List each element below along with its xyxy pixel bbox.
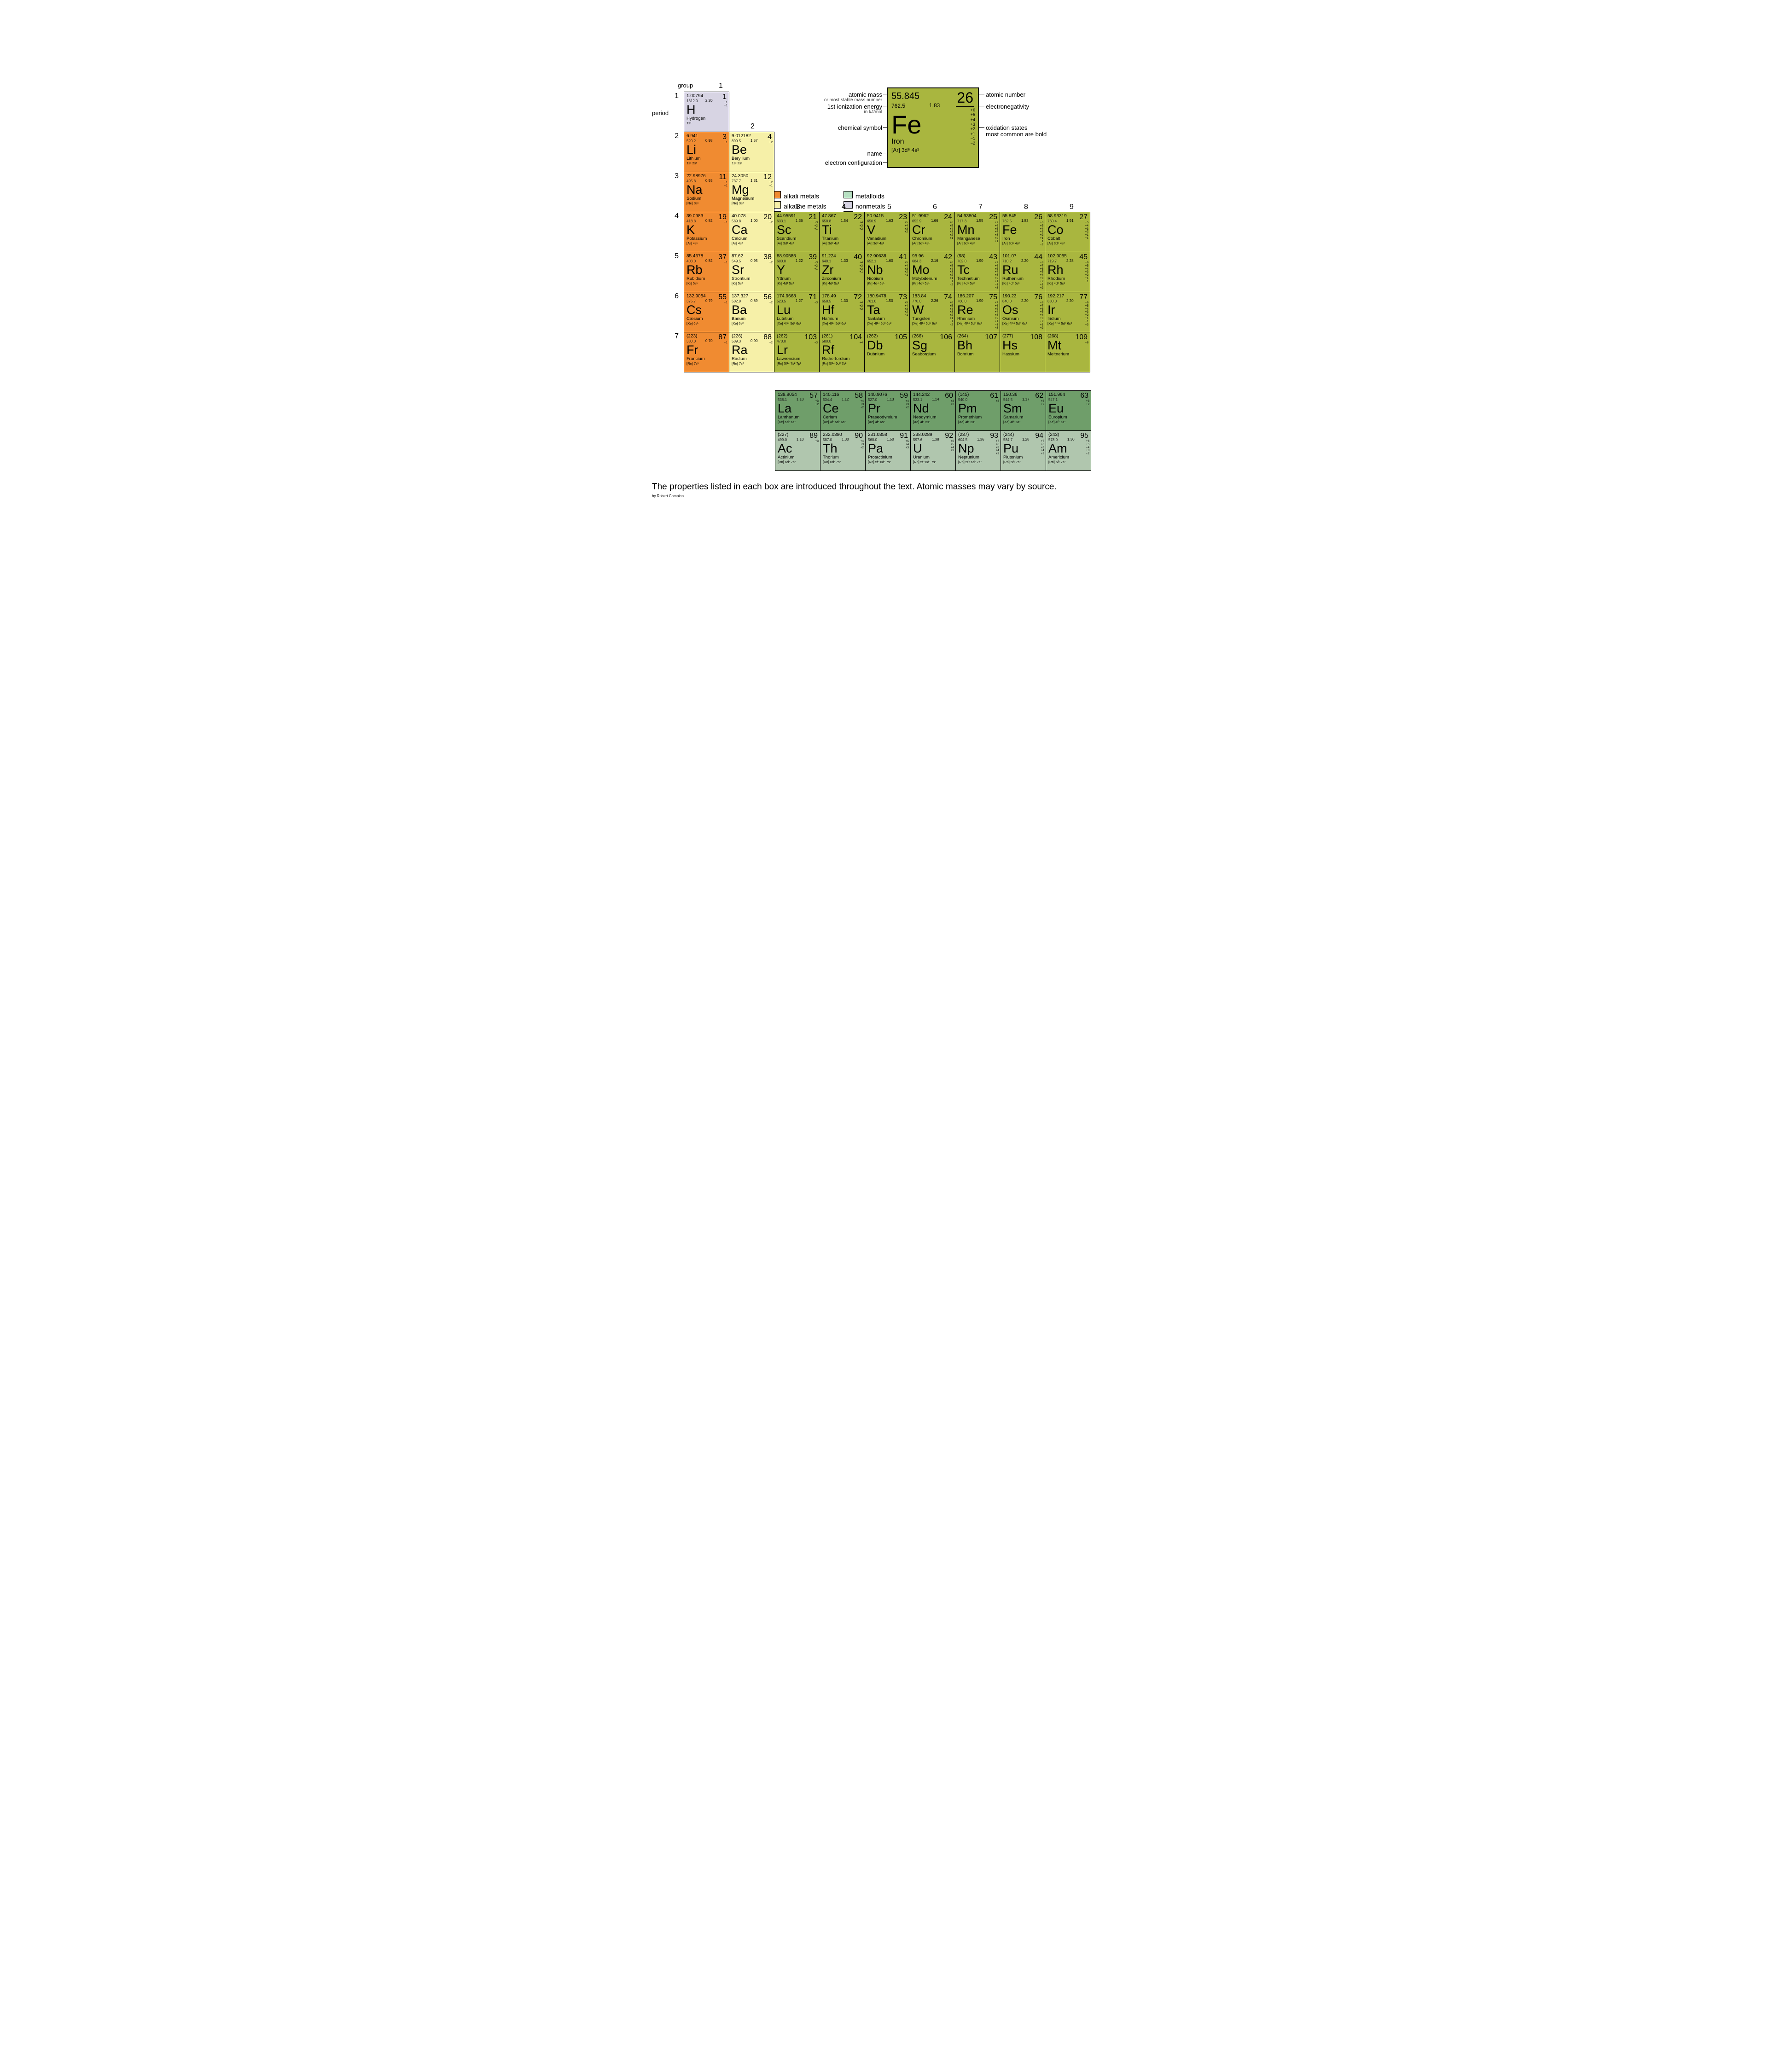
element-Co: 58.93319 27 760.41.91 Co Cobalt [Ar] 3d⁷… [1045, 212, 1090, 252]
element-H: 1.00794 1 1312.02.20 H Hydrogen 1s¹ +1−1 [684, 92, 729, 132]
element-K: 39.0983 19 418.80.82 K Potassium [Ar] 4s… [684, 212, 729, 252]
element-Np: (237) 93 604.51.36 Np Neptunium [Rn] 5f⁴… [955, 430, 1001, 471]
element-Zr: 91.224 40 640.11.33 Zr Zirconium [Kr] 4d… [819, 252, 865, 292]
element-Nb: 92.90638 41 652.11.60 Nb Niobium [Kr] 4d… [864, 252, 910, 292]
element-Li: 6.941 3 520.20.98 Li Lithium 1s² 2s¹ +1 [684, 132, 729, 172]
element-Na: 22.98976 11 495.80.93 Na Sodium [Ne] 3s¹… [684, 172, 729, 212]
element-Sg: (266) 106 Sg Seaborgium [909, 332, 955, 372]
period-label: 4 [675, 212, 679, 221]
element-Rf: (261) 104 580.0 Rf Rutherfordium [Rn] 5f… [819, 332, 865, 372]
element-Ca: 40.078 20 589.81.00 Ca Calcium [Ar] 4s² … [729, 212, 774, 252]
element-Cr: 51.9962 24 652.91.66 Cr Chromium [Ar] 3d… [909, 212, 955, 252]
element-Re: 186.207 75 760.01.90 Re Rhenium [Xe] 4f¹… [954, 292, 1000, 332]
element-Mt: (268) 109 Mt Meitnerium +8 [1045, 332, 1090, 372]
element-Mn: 54.93804 25 717.31.55 Mn Manganese [Ar] … [954, 212, 1000, 252]
credit: by Robert Campion [652, 494, 1140, 498]
element-Hs: (277) 108 Hs Hassium [1000, 332, 1045, 372]
element-Pm: (145) 61 540.0 Pm Promethium [Xe] 4f⁵ 6s… [955, 390, 1001, 431]
element-Sr: 87.62 38 549.50.95 Sr Strontium [Kr] 5s²… [729, 252, 774, 292]
period-label: 2 [675, 132, 679, 140]
element-Fe: 55.845 26 762.51.83 Fe Iron [Ar] 3d⁶ 4s²… [1000, 212, 1045, 252]
element-Lr: (262) 103 470.0 Lr Lawrencium [Rn] 5f¹⁴ … [774, 332, 820, 372]
element-Hf: 178.49 72 658.51.30 Hf Hafnium [Xe] 4f¹⁴… [819, 292, 865, 332]
element-Ir: 192.217 77 880.02.20 Ir Iridium [Xe] 4f¹… [1045, 292, 1090, 332]
period-label: 6 [675, 292, 679, 301]
element-Sm: 150.36 62 544.51.17 Sm Samarium [Xe] 4f⁶… [1001, 390, 1046, 431]
period-label: 5 [675, 252, 679, 261]
element-Ta: 180.9478 73 761.01.50 Ta Tantalum [Xe] 4… [864, 292, 910, 332]
element-W: 183.84 74 770.02.36 W Tungsten [Xe] 4f¹⁴… [909, 292, 955, 332]
element-Ce: 140.116 58 534.41.12 Ce Cerium [Xe] 4f¹ … [820, 390, 866, 431]
period-word: period [652, 110, 669, 116]
element-Pu: (244) 94 584.71.28 Pu Plutonium [Rn] 5f⁶… [1001, 430, 1046, 471]
element-Fr: (223) 87 380.00.70 Fr Francium [Rn] 7s¹ … [684, 332, 729, 372]
period-label: 3 [675, 172, 679, 180]
element-Eu: 151.964 63 547.1 Eu Europium [Xe] 4f⁷ 6s… [1046, 390, 1091, 431]
element-Pa: 231.0358 91 568.01.50 Pa Protactinium [R… [865, 430, 911, 471]
element-Cs: 132.9054 55 375.70.79 Cs Cæsium [Xe] 6s¹… [684, 292, 729, 332]
footer-note: The properties listed in each box are in… [652, 482, 1140, 492]
element-V: 50.9415 23 650.91.63 V Vanadium [Ar] 3d³… [864, 212, 910, 252]
period-label: 1 [675, 92, 679, 100]
element-Os: 190.23 76 840.02.20 Os Osmium [Xe] 4f¹⁴ … [1000, 292, 1045, 332]
element-Lu: 174.9668 71 523.51.27 Lu Lutetium [Xe] 4… [774, 292, 820, 332]
element-Sc: 44.95591 21 633.11.36 Sc Scandium [Ar] 3… [774, 212, 820, 252]
element-Mo: 95.96 42 684.32.16 Mo Molybdenum [Kr] 4d… [909, 252, 955, 292]
period-label: 7 [675, 332, 679, 341]
element-Th: 232.0380 90 587.01.30 Th Thorium [Rn] 6d… [820, 430, 866, 471]
element-Ba: 137.327 56 502.90.89 Ba Barium [Xe] 6s² … [729, 292, 774, 332]
f-block: 138.9054 57 538.11.10 La Lanthanum [Xe] … [775, 391, 1140, 471]
element-Db: (262) 105 Db Dubnium [864, 332, 910, 372]
element-La: 138.9054 57 538.11.10 La Lanthanum [Xe] … [775, 390, 820, 431]
element-Nd: 144.242 60 533.11.14 Nd Neodymium [Xe] 4… [910, 390, 956, 431]
element-Bh: (264) 107 Bh Bohrium [954, 332, 1000, 372]
group-word: group [678, 82, 693, 89]
element-Ac: (227) 89 499.01.10 Ac Actinium [Rn] 6d¹ … [775, 430, 820, 471]
element-Ru: 101.07 44 710.22.20 Ru Ruthenium [Kr] 4d… [1000, 252, 1045, 292]
element-Am: (243) 95 578.01.30 Am Americium [Rn] 5f⁷… [1046, 430, 1091, 471]
element-Tc: (98) 43 702.01.90 Tc Technetium [Kr] 4d⁵… [954, 252, 1000, 292]
element-Rh: 102.9055 45 719.72.28 Rh Rhodium [Kr] 4d… [1045, 252, 1090, 292]
element-U: 238.0289 92 597.61.38 U Uranium [Rn] 5f³… [910, 430, 956, 471]
element-Ra: (226) 88 509.30.90 Ra Radium [Rn] 7s² +2 [729, 332, 774, 372]
element-Mg: 24.3050 12 737.71.31 Mg Magnesium [Ne] 3… [729, 172, 774, 212]
element-Y: 88.90585 39 600.01.22 Y Yttrium [Kr] 4d¹… [774, 252, 820, 292]
element-Rb: 85.4678 37 403.00.82 Rb Rubidium [Kr] 5s… [684, 252, 729, 292]
element-Be: 9.012182 4 899.51.57 Be Beryllium 1s² 2s… [729, 132, 774, 172]
element-Pr: 140.9076 59 527.01.13 Pr Praseodymium [X… [865, 390, 911, 431]
periodic-grid: group period 1 234567891 1.00794 1 1312.… [684, 92, 1140, 372]
element-Ti: 47.867 22 658.81.54 Ti Titanium [Ar] 3d²… [819, 212, 865, 252]
